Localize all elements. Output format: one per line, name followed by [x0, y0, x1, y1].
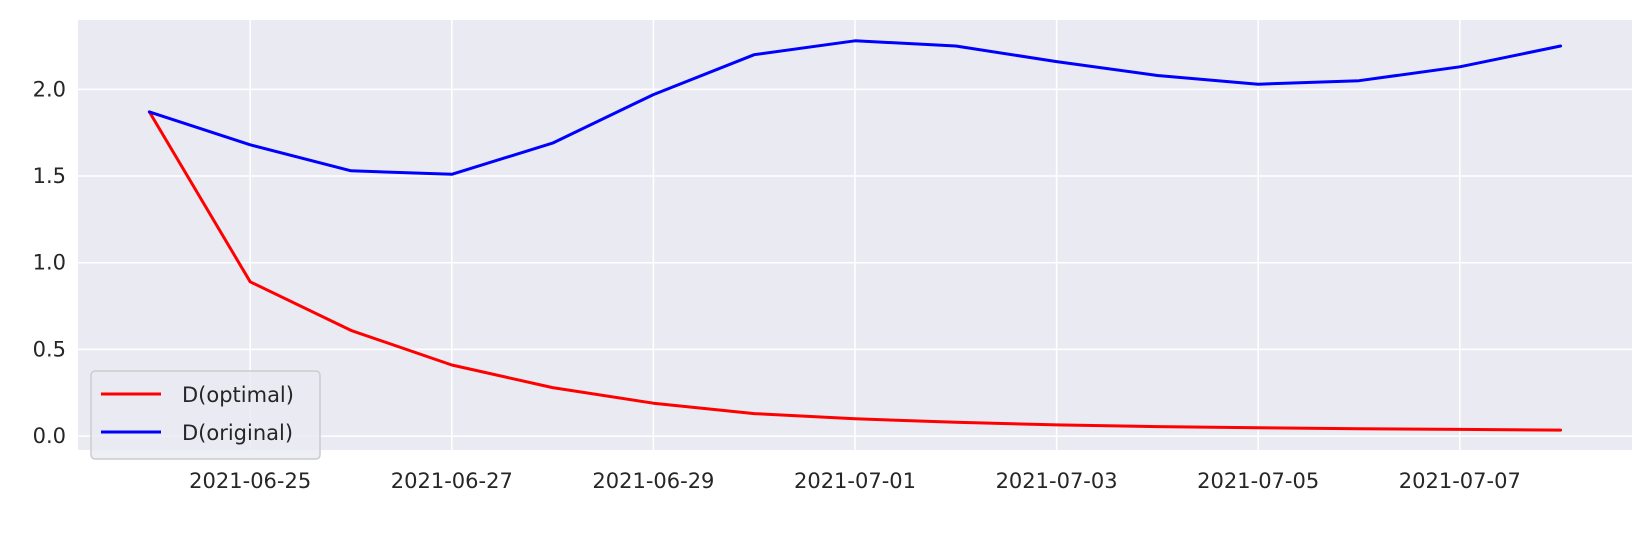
y-tick-label: 2.0: [33, 77, 66, 101]
grid: [78, 20, 1632, 450]
y-tick-label: 1.5: [33, 164, 66, 188]
legend: D(optimal) D(original): [90, 370, 321, 460]
x-tick-label: 2021-06-25: [189, 469, 311, 493]
x-tick-label: 2021-06-27: [391, 469, 513, 493]
x-tick-label: 2021-07-07: [1399, 469, 1521, 493]
legend-label-d-original: D(original): [182, 421, 293, 445]
series-line-d-original: [147, 39, 1563, 176]
tick-labels: 0.0 0.5 1.0 1.5 2.0 2021-06-25 2021-06-27 2021-…: [33, 77, 1521, 493]
legend-label-d-optimal: D(optimal): [182, 383, 294, 407]
y-tick-label: 0.5: [33, 337, 66, 361]
x-tick-label: 2021-07-03: [996, 469, 1118, 493]
y-tick-label: 1.0: [33, 251, 66, 275]
series-lines: [147, 39, 1563, 432]
series-line-d-optimal: [147, 110, 1563, 432]
x-tick-label: 2021-07-01: [794, 469, 916, 493]
x-tick-label: 2021-06-29: [592, 469, 714, 493]
x-tick-label: 2021-07-05: [1197, 469, 1319, 493]
y-tick-label: 0.0: [33, 424, 66, 448]
